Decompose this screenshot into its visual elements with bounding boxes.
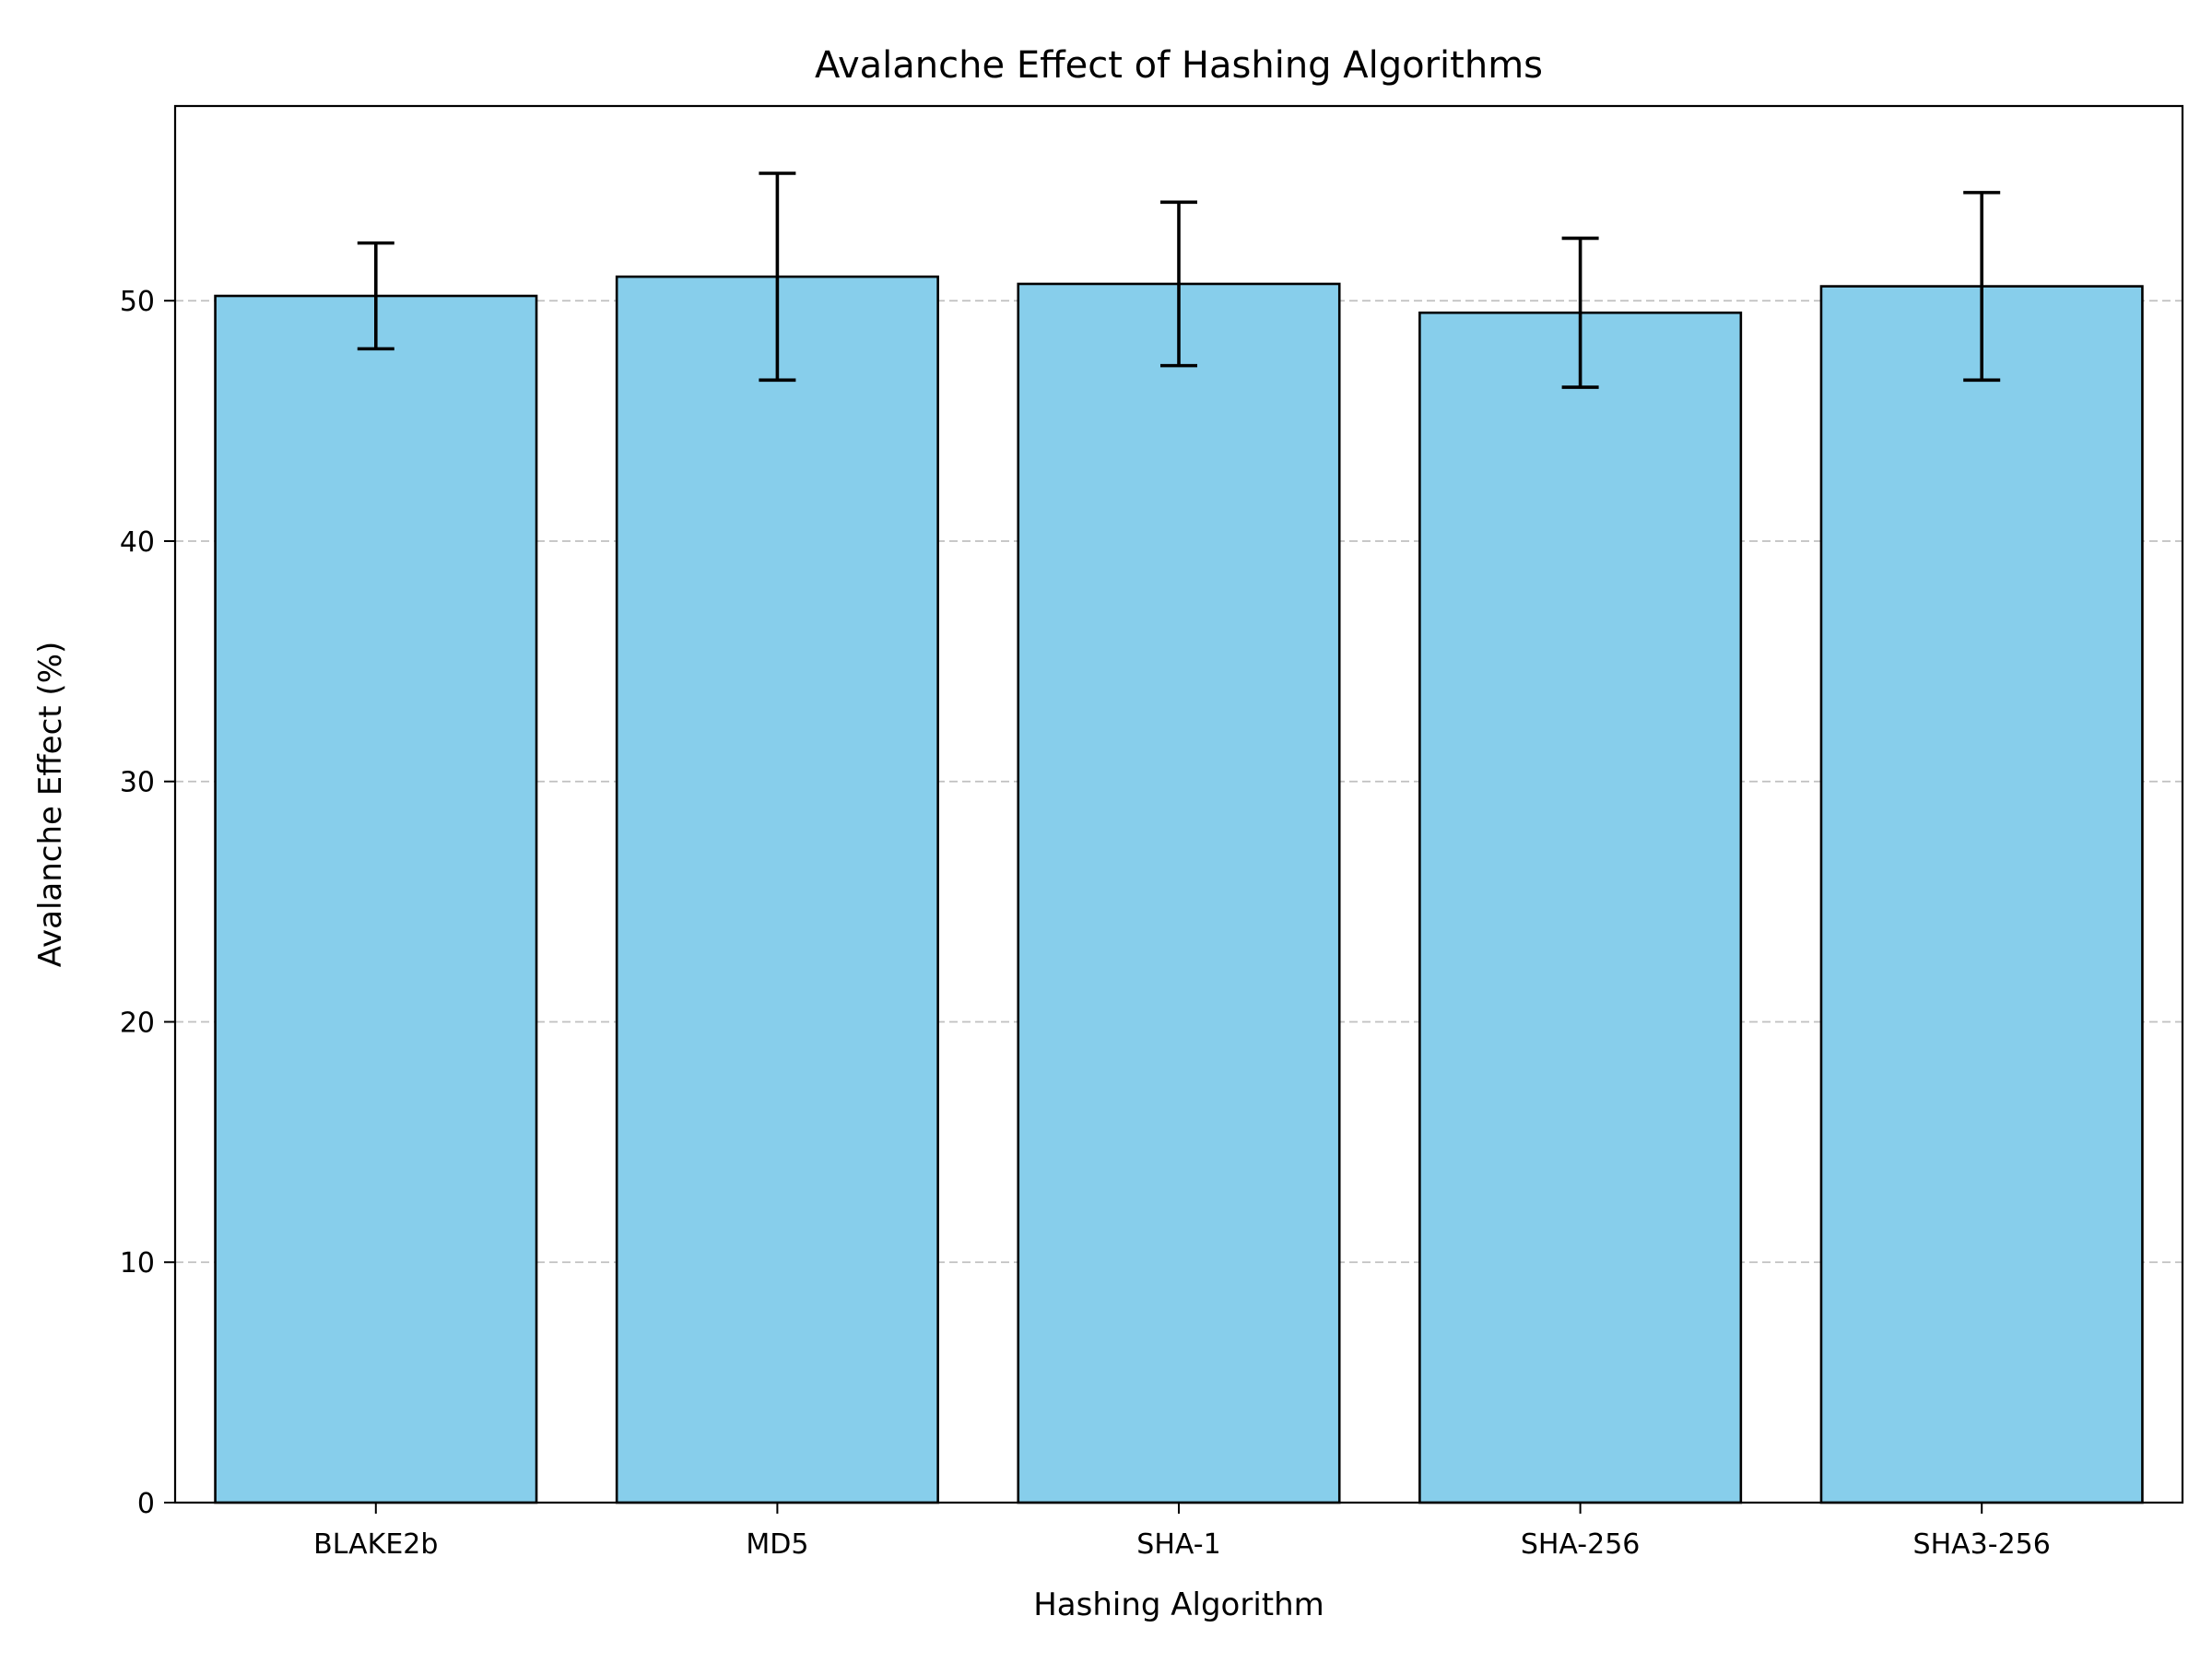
error-bars — [357, 171, 2001, 389]
y-tick-label: 30 — [120, 767, 155, 799]
y-tick-label: 0 — [137, 1488, 155, 1520]
error-bar — [759, 171, 796, 383]
x-tick-label: SHA-256 — [1521, 1528, 1641, 1561]
y-tick-label: 20 — [120, 1007, 155, 1039]
y-axis-label: Avalanche Effect (%) — [32, 642, 69, 968]
y-tick-label: 40 — [120, 526, 155, 559]
bar-sha3-256 — [1819, 285, 2144, 1504]
bar-blake2b — [214, 294, 538, 1504]
x-tick-label: MD5 — [746, 1528, 808, 1561]
chart-title: Avalanche Effect of Hashing Algorithms — [815, 44, 1543, 87]
bar-sha-1 — [1017, 282, 1341, 1504]
y-tick-label: 10 — [120, 1247, 155, 1280]
x-tick-label: SHA-1 — [1136, 1528, 1220, 1561]
bar-md5 — [615, 275, 939, 1504]
x-tick-label: BLAKE2b — [313, 1528, 438, 1561]
error-bar — [357, 241, 394, 351]
x-axis: BLAKE2b MD5 SHA-1 SHA-256 SHA3-256 — [313, 1503, 2051, 1561]
bars — [214, 275, 2144, 1504]
error-bar — [1561, 236, 1599, 389]
bar-sha-256 — [1418, 311, 1743, 1504]
y-axis: 0 10 20 30 40 50 — [120, 286, 175, 1520]
x-axis-label: Hashing Algorithm — [1033, 1586, 1324, 1623]
error-bar — [1160, 200, 1197, 368]
error-bar — [1963, 191, 2001, 383]
x-tick-label: SHA3-256 — [1913, 1528, 2051, 1561]
y-tick-label: 50 — [120, 286, 155, 318]
